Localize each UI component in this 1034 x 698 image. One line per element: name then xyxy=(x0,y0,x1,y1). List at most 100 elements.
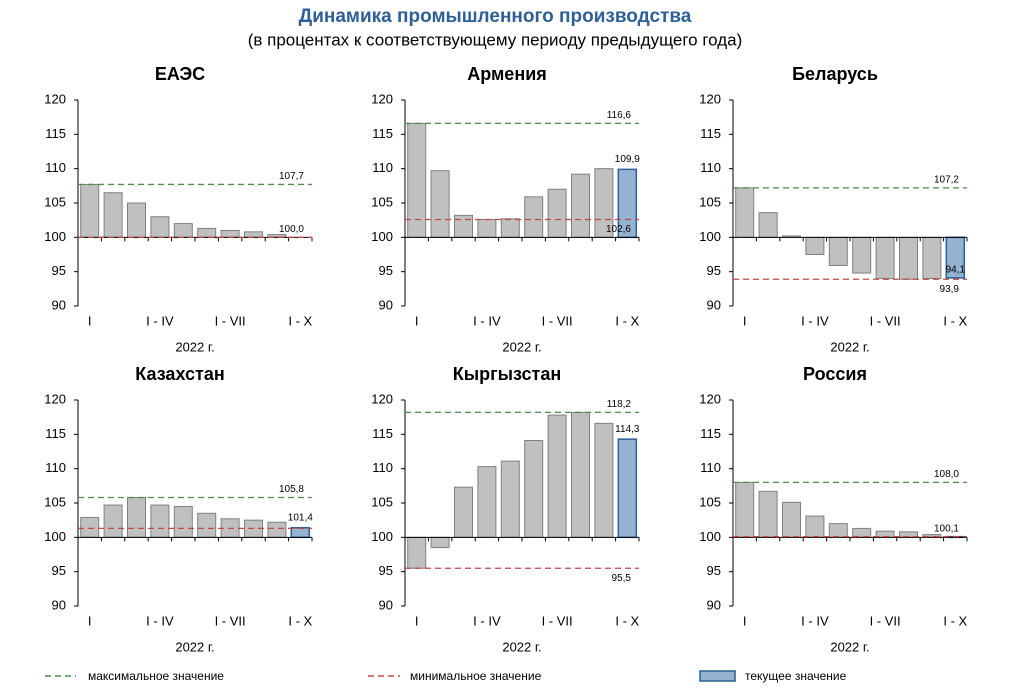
value-label: 101,4 xyxy=(288,512,313,523)
x-tick-label: I - X xyxy=(288,313,312,328)
y-tick-label: 95 xyxy=(52,563,66,578)
bar xyxy=(899,236,918,280)
x-tick-label: I xyxy=(415,613,419,628)
bar xyxy=(782,501,801,538)
chart-title: Беларусь xyxy=(792,64,878,84)
min-label: 100,1 xyxy=(934,523,959,534)
bar xyxy=(80,183,100,238)
x-tick-label: I - X xyxy=(288,613,312,628)
page-subtitle: (в процентах к соответствующему периоду … xyxy=(248,30,743,49)
y-tick-label: 105 xyxy=(371,194,393,209)
page-title: Динамика промышленного производства xyxy=(299,6,692,27)
y-tick-label: 115 xyxy=(372,126,393,141)
bar xyxy=(127,202,146,238)
y-tick-label: 120 xyxy=(371,91,393,106)
bar xyxy=(454,486,473,538)
bar xyxy=(547,188,567,238)
bar xyxy=(524,196,544,238)
bar xyxy=(244,231,263,238)
y-tick-label: 120 xyxy=(699,391,721,406)
value-label: 114,3 xyxy=(615,424,640,435)
x-tick-label: I - X xyxy=(615,613,639,628)
x-tick-label: I - VII xyxy=(870,613,901,628)
x-tick-label: I - VII xyxy=(215,313,246,328)
bar xyxy=(875,236,895,280)
min-label: 95,5 xyxy=(612,573,632,584)
x-axis-label: 2022 г. xyxy=(175,639,214,654)
y-tick-label: 110 xyxy=(45,160,66,175)
bar xyxy=(127,497,146,538)
y-tick-label: 115 xyxy=(700,126,721,141)
current-bar xyxy=(617,438,638,539)
x-tick-label: I - IV xyxy=(146,313,174,328)
x-tick-label: I xyxy=(88,313,92,328)
x-axis-label: 2022 г. xyxy=(830,339,869,354)
y-tick-label: 100 xyxy=(44,529,66,544)
bar xyxy=(197,227,217,238)
y-tick-label: 110 xyxy=(700,460,721,475)
x-tick-label: I - VII xyxy=(542,313,573,328)
max-label: 107,7 xyxy=(279,171,304,182)
chart-title: Казахстан xyxy=(135,364,224,384)
x-tick-label: I - IV xyxy=(473,613,501,628)
bar xyxy=(571,411,590,538)
chart-title: Россия xyxy=(803,364,867,384)
min-label: 100,0 xyxy=(279,224,304,235)
max-label: 107,2 xyxy=(934,175,959,186)
y-tick-label: 95 xyxy=(379,563,393,578)
bar xyxy=(852,527,872,538)
value-label: 94,1 xyxy=(946,264,966,275)
bar xyxy=(103,192,123,238)
y-tick-label: 95 xyxy=(379,263,393,278)
legend-current-swatch xyxy=(699,670,736,682)
y-tick-label: 110 xyxy=(372,160,393,175)
y-tick-label: 95 xyxy=(707,263,721,278)
bar xyxy=(735,481,755,538)
y-tick-label: 95 xyxy=(52,263,66,278)
bar xyxy=(805,236,825,255)
y-tick-label: 100 xyxy=(699,229,721,244)
x-tick-label: I - X xyxy=(615,313,639,328)
y-tick-label: 100 xyxy=(44,229,66,244)
bar xyxy=(500,218,520,238)
bar xyxy=(852,236,872,274)
bar xyxy=(571,173,590,238)
y-tick-label: 100 xyxy=(371,529,393,544)
legend-current: текущее значение xyxy=(745,669,847,683)
max-label: 105,8 xyxy=(279,484,304,495)
bar xyxy=(547,414,567,538)
bar xyxy=(80,516,100,538)
max-label: 116,6 xyxy=(607,110,632,121)
x-axis-label: 2022 г. xyxy=(830,639,869,654)
y-tick-label: 90 xyxy=(379,597,393,612)
y-tick-label: 115 xyxy=(372,426,393,441)
y-tick-label: 105 xyxy=(44,194,66,209)
x-axis-label: 2022 г. xyxy=(502,339,541,354)
bar xyxy=(430,536,450,549)
bar xyxy=(197,512,217,538)
bar xyxy=(407,122,427,238)
x-tick-label: I xyxy=(88,613,92,628)
x-tick-label: I xyxy=(415,313,419,328)
y-tick-label: 120 xyxy=(371,391,393,406)
y-tick-label: 100 xyxy=(371,229,393,244)
y-tick-label: 90 xyxy=(52,297,66,312)
bar xyxy=(500,460,520,538)
bar xyxy=(454,214,473,238)
bar xyxy=(103,504,123,538)
y-tick-label: 110 xyxy=(372,460,393,475)
legend-min: минимальное значение xyxy=(410,669,542,683)
bar xyxy=(477,218,497,238)
bar xyxy=(805,515,825,538)
y-tick-label: 110 xyxy=(700,160,721,175)
x-tick-label: I - IV xyxy=(801,313,829,328)
max-label: 118,2 xyxy=(607,399,632,410)
y-tick-label: 105 xyxy=(371,494,393,509)
y-tick-label: 100 xyxy=(699,529,721,544)
x-tick-label: I xyxy=(743,613,747,628)
x-tick-label: I - VII xyxy=(215,613,246,628)
y-tick-label: 105 xyxy=(699,194,721,209)
y-tick-label: 90 xyxy=(52,597,66,612)
bar xyxy=(828,236,848,266)
